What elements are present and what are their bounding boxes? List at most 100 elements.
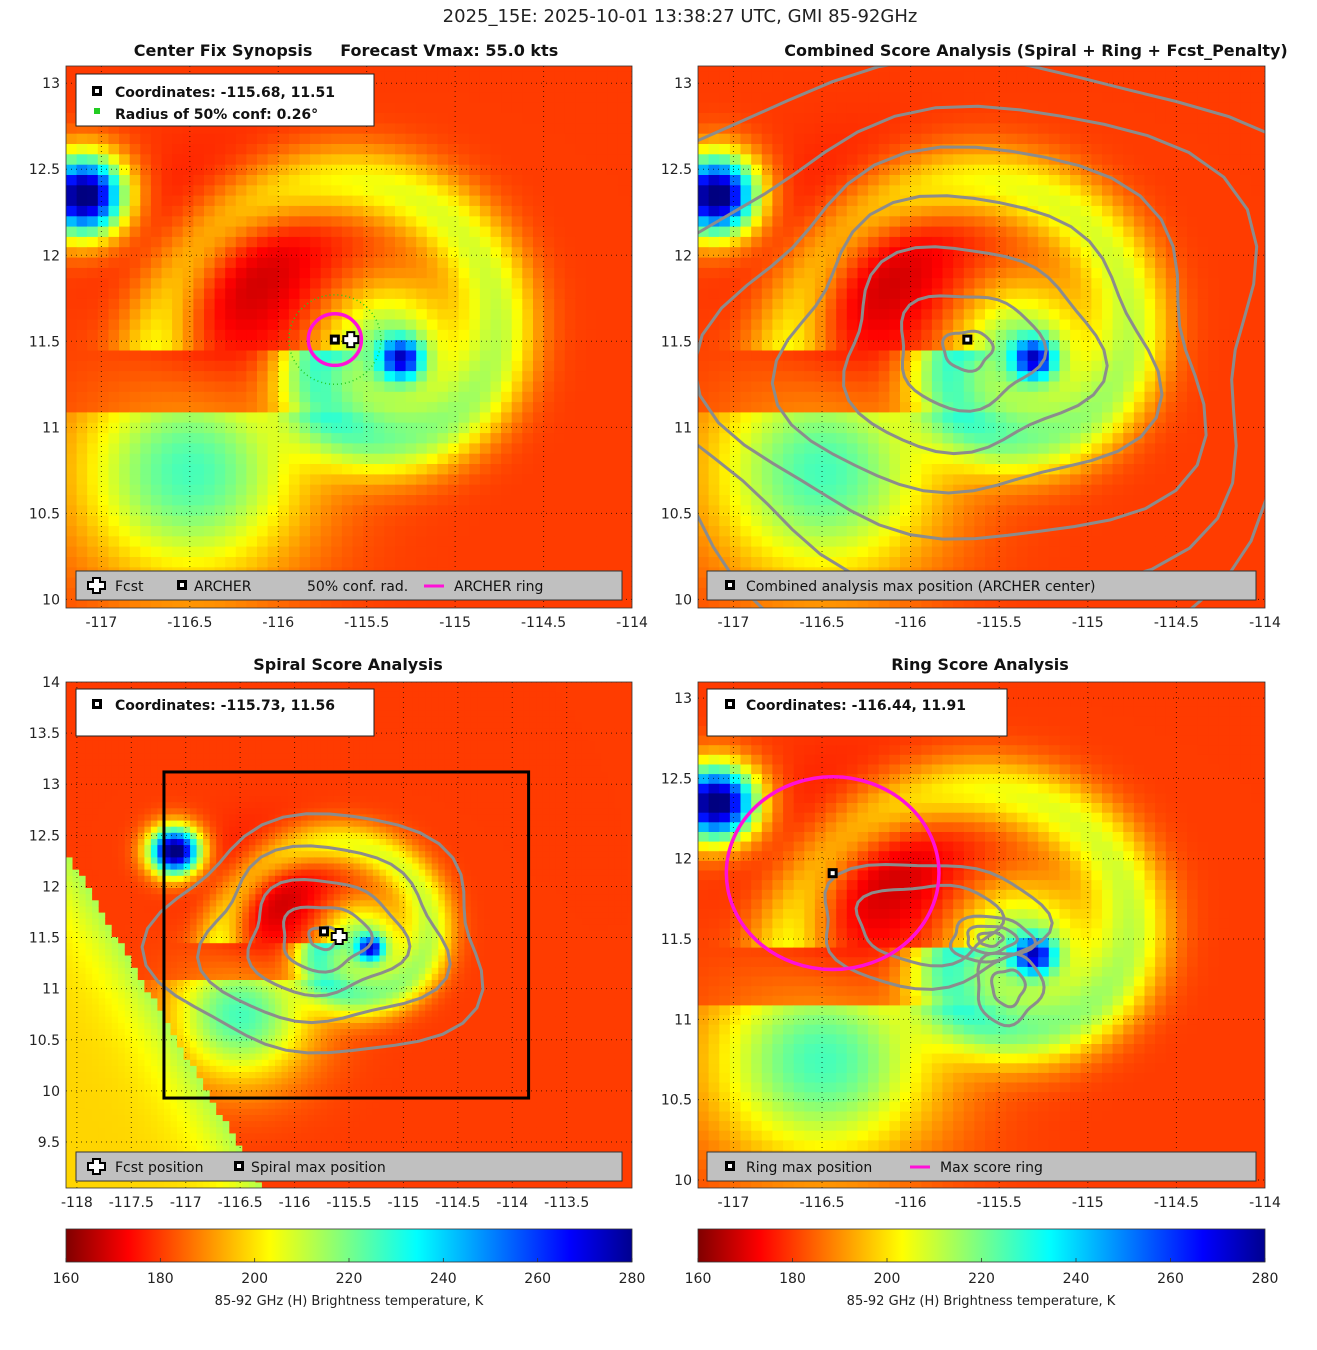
y-tick-label: 11.5 — [661, 932, 692, 948]
x-tick-label: -114 — [496, 1195, 528, 1211]
panel-title: Center Fix Synopsis Forecast Vmax: 55.0 … — [134, 41, 558, 60]
x-tick-label: -117 — [85, 615, 117, 631]
legend-conf-rad: 50% conf. rad. — [307, 579, 408, 595]
x-tick-label: -116 — [895, 1195, 927, 1211]
x-tick-label: -114.5 — [521, 615, 566, 631]
x-tick-label: -116 — [895, 615, 927, 631]
contour-line — [976, 931, 1005, 948]
y-tick-label: 11 — [42, 982, 60, 998]
contour-line — [854, 883, 1006, 968]
fcst-cross-icon — [87, 577, 106, 594]
contour-line — [842, 245, 1109, 456]
y-tick-label: 10.5 — [29, 1033, 60, 1049]
legend-archer: ARCHER — [194, 579, 252, 595]
contour-line — [307, 925, 342, 952]
contour-line — [140, 812, 485, 1055]
max-score-ring — [724, 775, 941, 972]
plot-area — [698, 682, 1265, 1188]
x-tick-label: -116 — [279, 1195, 311, 1211]
colorbar-tick-label: 200 — [241, 1271, 268, 1287]
y-tick-label: 12.5 — [661, 162, 692, 178]
x-tick-label: -115 — [388, 1195, 420, 1211]
legend-fcst-position: Fcst position — [115, 1160, 203, 1176]
x-tick-label: -114 — [1249, 1195, 1281, 1211]
contour-line — [966, 924, 1019, 956]
colorbar-right: 160 180 200 220 240 260 280 85-92 GHz (H) Brig… — [685, 1228, 1279, 1309]
x-tick-label: -114 — [616, 615, 648, 631]
y-tick-label: 13.5 — [29, 726, 60, 742]
info-coordinates: Coordinates: -115.68, 11.51 — [115, 85, 335, 101]
legend: Fcst position Spiral max position — [75, 1151, 623, 1182]
legend-ring-max: Ring max position — [746, 1160, 872, 1176]
colorbar-tick-label: 280 — [1252, 1271, 1279, 1287]
info-box: Coordinates: -116.44, 11.91 — [706, 688, 1008, 737]
confidence-dot-icon — [94, 108, 100, 114]
y-tick-label: 11.5 — [29, 931, 60, 947]
colorbar-tick-label: 180 — [779, 1271, 806, 1287]
x-tick-label: -115 — [1072, 615, 1104, 631]
x-tick-label: -116.5 — [799, 615, 844, 631]
y-tick-label: 13 — [674, 691, 692, 707]
legend-combined-max: Combined analysis max position (ARCHER c… — [746, 579, 1095, 595]
contour-line — [698, 66, 1265, 608]
y-tick-label: 11.5 — [29, 334, 60, 350]
figure-title: 2025_15E: 2025-10-01 13:38:27 UTC, GMI 8… — [443, 6, 918, 27]
colorbar-tick-label: 260 — [524, 1271, 551, 1287]
plot-area — [698, 66, 1265, 608]
x-tick-label: -115.5 — [326, 1195, 371, 1211]
contour-line — [900, 294, 1048, 413]
y-tick-label: 10 — [674, 592, 692, 608]
y-tick-label: 10 — [42, 592, 60, 608]
y-tick-label: 12.5 — [29, 828, 60, 844]
y-tick-label: 10.5 — [661, 1093, 692, 1109]
contour-line — [246, 877, 412, 998]
colorbar-label: 85-92 GHz (H) Brightness temperature, K — [215, 1294, 484, 1309]
x-tick-label: -115 — [1072, 1195, 1104, 1211]
info-coordinates: Coordinates: -116.44, 11.91 — [746, 698, 966, 714]
legend: Combined analysis max position (ARCHER c… — [706, 570, 1257, 601]
plot-area — [66, 66, 632, 608]
y-tick-label: 13 — [42, 76, 60, 92]
colorbar-tick-label: 220 — [968, 1271, 995, 1287]
colorbar-label: 85-92 GHz (H) Brightness temperature, K — [847, 1294, 1116, 1309]
y-tick-label: 10 — [42, 1084, 60, 1100]
legend: Ring max position Max score ring — [706, 1151, 1257, 1182]
contour-line — [195, 844, 452, 1025]
archer-ring — [306, 312, 364, 368]
y-tick-label: 10.5 — [29, 506, 60, 522]
info-radius: Radius of 50% conf: 0.26° — [115, 107, 318, 123]
y-tick-label: 12 — [674, 248, 692, 264]
y-tick-label: 13 — [42, 777, 60, 793]
legend-archer-ring: ARCHER ring — [454, 579, 543, 595]
x-tick-label: -115.5 — [344, 615, 389, 631]
colorbar-tick-label: 180 — [147, 1271, 174, 1287]
y-tick-label: 14 — [42, 675, 60, 691]
info-box: Coordinates: -115.68, 11.51 Radius of 50… — [75, 73, 375, 127]
y-tick-label: 12 — [42, 879, 60, 895]
x-tick-label: -114.5 — [1154, 1195, 1199, 1211]
x-tick-label: -117 — [718, 1195, 750, 1211]
colorbar-left: 160 180 200 220 240 260 280 85-92 GHz (H) Brig… — [53, 1228, 645, 1309]
contour-line — [990, 968, 1027, 1009]
panel-combined-score: Combined Score Analysis (Spiral + Ring +… — [661, 41, 1288, 631]
legend: Fcst ARCHER 50% conf. rad. ARCHER ring — [75, 570, 623, 601]
panel-spiral-score: Spiral Score Analysis -118 -117.5 -117 -116… — [29, 655, 633, 1211]
y-tick-label: 12 — [42, 248, 60, 264]
y-tick-label: 10.5 — [661, 506, 692, 522]
x-tick-label: -113.5 — [544, 1195, 589, 1211]
x-tick-label: -117.5 — [109, 1195, 154, 1211]
panel-ring-score: Ring Score Analysis -117 -116.5 -116 -115.5… — [661, 655, 1281, 1211]
x-tick-label: -115.5 — [977, 1195, 1022, 1211]
contour-line — [976, 951, 1046, 1028]
fcst-marker — [342, 331, 360, 349]
colorbar-tick-label: 200 — [874, 1271, 901, 1287]
contour-line — [941, 329, 995, 373]
x-tick-label: -114 — [1249, 615, 1281, 631]
panel-title: Spiral Score Analysis — [253, 655, 443, 674]
legend-fcst: Fcst — [115, 579, 144, 595]
panel-title: Combined Score Analysis (Spiral + Ring +… — [784, 41, 1287, 60]
y-tick-label: 11 — [674, 420, 692, 436]
confidence-radius-circle — [288, 294, 382, 386]
panel-center-fix-synopsis: Center Fix Synopsis Forecast Vmax: 55.0 … — [29, 41, 648, 631]
